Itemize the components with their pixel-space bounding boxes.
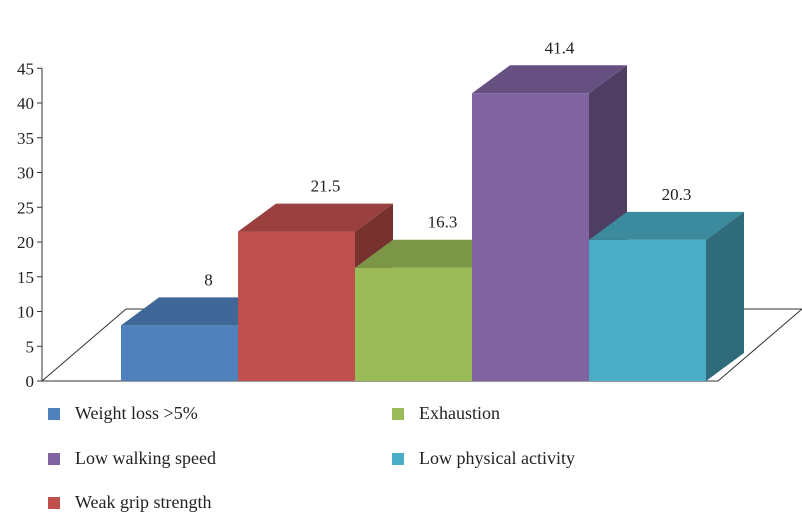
legend-swatch [392, 453, 404, 465]
legend-label: Exhaustion [419, 403, 500, 423]
y-tick-label: 35 [17, 129, 34, 148]
legend-item: Low walking speed [48, 448, 216, 468]
data-labels: 8 21.5 16.3 41.4 20.3 [204, 38, 691, 289]
data-label: 41.4 [545, 38, 575, 57]
legend-item: Weak grip strength [48, 492, 212, 512]
y-tick-label: 40 [17, 94, 34, 113]
bar-top-face [238, 203, 393, 232]
legend-item: Exhaustion [392, 403, 500, 423]
y-axis: 0 5 10 15 20 25 30 35 40 45 [17, 59, 43, 391]
legend: Weight loss >5% Exhaustion Low walking spe… [48, 403, 575, 512]
legend-swatch [392, 408, 404, 420]
bar-top-face [589, 211, 744, 240]
data-label: 16.3 [428, 213, 458, 232]
legend-swatch [48, 453, 60, 465]
bar-top-face [355, 239, 510, 268]
y-tick-label: 30 [17, 164, 34, 183]
bar [472, 65, 627, 382]
legend-item: Low physical activity [392, 448, 575, 468]
bar-front-face [589, 239, 706, 381]
legend-label: Weight loss >5% [75, 403, 198, 423]
bar-top-face [472, 65, 627, 94]
bar-front-face [355, 267, 472, 381]
legend-item: Weight loss >5% [48, 403, 198, 423]
bar-front-face [238, 231, 355, 381]
y-tick-label: 10 [17, 303, 34, 322]
legend-swatch [48, 408, 60, 420]
legend-label: Low walking speed [75, 448, 216, 468]
bar-top-face [121, 297, 276, 326]
bar [589, 211, 744, 381]
bar-front-face [121, 325, 238, 381]
data-label: 21.5 [311, 177, 341, 196]
bars [121, 65, 744, 382]
bar-side-face [706, 211, 744, 381]
y-tick-label: 20 [17, 233, 34, 252]
y-tick-label: 25 [17, 198, 34, 217]
legend-label: Low physical activity [419, 448, 575, 468]
legend-label: Weak grip strength [75, 492, 212, 512]
y-tick-label: 15 [17, 268, 34, 287]
bar-front-face [472, 93, 589, 382]
data-label: 20.3 [662, 185, 692, 204]
y-tick-label: 5 [26, 337, 35, 356]
y-tick-label: 45 [17, 59, 34, 78]
legend-swatch [48, 497, 60, 509]
data-label: 8 [204, 270, 213, 289]
y-tick-label: 0 [26, 372, 35, 391]
